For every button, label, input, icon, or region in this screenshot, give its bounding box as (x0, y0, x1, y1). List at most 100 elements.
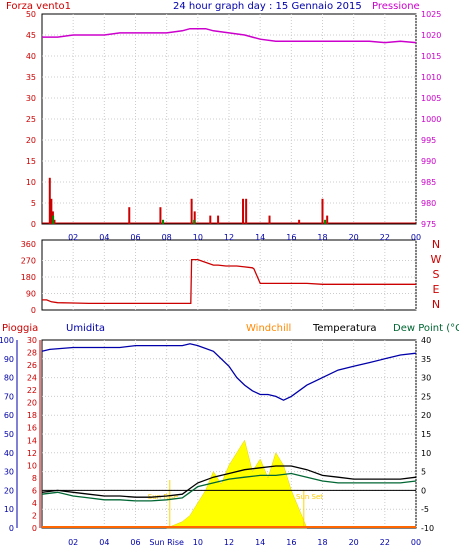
x-tick-label: 20 (349, 233, 359, 242)
pressure-tick-label: 980 (421, 199, 436, 208)
wind-tick-label: 45 (26, 31, 36, 40)
wind-tick-label: 35 (26, 73, 36, 82)
compass-label: N (432, 238, 440, 251)
humidity-tick-label: 30 (4, 468, 14, 477)
temperature-tick-label: 15 (421, 430, 431, 439)
rain-tick-label: 24 (27, 374, 37, 383)
rain-tick-label: 18 (27, 411, 37, 420)
sunrise-label: Sun Rise (148, 493, 178, 501)
x-tick-label: 18 (317, 233, 327, 242)
compass-label: S (433, 268, 440, 281)
wind-tick-label: 25 (26, 115, 36, 124)
wind-pressure-grid (42, 14, 417, 224)
x-tick-label: 16 (286, 538, 296, 547)
wind-direction-grid (42, 240, 417, 310)
temperature-line (41, 465, 417, 498)
temperature-legend: Temperatura (312, 323, 377, 334)
windchill-legend: Windchill (246, 323, 291, 334)
x-tick-label: 22 (380, 538, 390, 547)
rain-tick-label: 0 (32, 524, 37, 533)
compass-label: E (433, 283, 440, 296)
direction-tick-label: 270 (21, 257, 36, 266)
x-tick-label: 22 (380, 233, 390, 242)
rain-tick-label: 28 (27, 349, 37, 358)
x-tick-label: 02 (68, 233, 78, 242)
rain-tick-label: 6 (32, 486, 37, 495)
pressure-tick-label: 990 (421, 157, 436, 166)
dewpoint-legend: Dew Point (°C (393, 323, 459, 334)
pressure-tick-label: 1005 (421, 94, 441, 103)
temperature-tick-label: 30 (421, 374, 431, 383)
x-tick-label: 02 (68, 538, 78, 547)
rain-tick-label: 12 (27, 449, 37, 458)
x-tick-label: Sun Rise (149, 538, 184, 547)
rain-tick-label: 26 (27, 361, 37, 370)
wind-direction-plot (42, 258, 416, 305)
rain-tick-label: 20 (27, 399, 37, 408)
x-tick-label: 10 (193, 233, 203, 242)
x-tick-label: 18 (317, 538, 327, 547)
wind-tick-label: 0 (31, 220, 36, 229)
humidity-tick-label: 10 (4, 505, 14, 514)
pressure-tick-label: 1000 (421, 115, 441, 124)
temperature-tick-label: 20 (421, 411, 431, 420)
x-tick-label: 04 (99, 538, 109, 547)
temperature-tick-label: -10 (421, 524, 434, 533)
pressure-tick-label: 1015 (421, 52, 441, 61)
wind-tick-label: 50 (26, 10, 36, 19)
direction-tick-label: 90 (26, 290, 36, 299)
wind-tick-label: 30 (26, 94, 36, 103)
x-tick-label: 06 (130, 538, 140, 547)
temperature-tick-label: -5 (421, 505, 429, 514)
wind-tick-label: 40 (26, 52, 36, 61)
humidity-tick-label: 40 (4, 449, 14, 458)
rain-tick-label: 14 (27, 436, 37, 445)
chart-title: 24 hour graph day : 15 Gennaio 2015 (173, 1, 362, 12)
x-tick-label: 14 (255, 233, 265, 242)
humidity-line (41, 343, 417, 401)
pressure-tick-label: 975 (421, 220, 436, 229)
humidity-tick-label: 20 (4, 486, 14, 495)
temperature-tick-label: 5 (421, 468, 426, 477)
rain-tick-label: 4 (32, 499, 37, 508)
pressure-axis-label: Pressione (372, 1, 420, 12)
rain-tick-label: 16 (27, 424, 37, 433)
x-tick-label: 06 (130, 233, 140, 242)
humidity-axis-label: Umidita (66, 323, 105, 334)
rain-tick-label: 8 (32, 474, 37, 483)
rain-tick-label: 30 (27, 336, 37, 345)
direction-tick-label: 180 (21, 273, 36, 282)
compass-label: W (431, 253, 442, 266)
wind-tick-label: 5 (31, 199, 36, 208)
direction-tick-label: 360 (21, 240, 36, 249)
temperature-tick-label: 40 (421, 336, 431, 345)
temperature-tick-label: 25 (421, 392, 431, 401)
x-tick-label: 10 (193, 538, 203, 547)
wind-direction-line (42, 258, 416, 305)
humidity-tick-label: 90 (4, 355, 14, 364)
humidity-tick-label: 70 (4, 392, 14, 401)
x-tick-label: 12 (224, 538, 234, 547)
x-tick-label: 14 (255, 538, 265, 547)
compass-label: N (432, 298, 440, 311)
wind-axis-label: Forza vento1 (6, 1, 71, 12)
rain-axis-label: Pioggia (2, 323, 38, 334)
temperature-tick-label: 35 (421, 355, 431, 364)
pressure-tick-label: 1025 (421, 10, 441, 19)
x-tick-label: 00 (411, 233, 421, 242)
dewpoint-line (41, 472, 417, 502)
x-tick-label: 00 (411, 538, 421, 547)
wind-tick-label: 20 (26, 136, 36, 145)
pressure-tick-label: 995 (421, 136, 436, 145)
direction-tick-label: 0 (31, 306, 36, 315)
humidity-tick-label: 80 (4, 374, 14, 383)
temperature-tick-label: 0 (421, 486, 426, 495)
x-tick-label: 12 (224, 233, 234, 242)
x-tick-label: 08 (162, 233, 172, 242)
pressure-tick-label: 1010 (421, 73, 441, 82)
x-tick-label: 20 (349, 538, 359, 547)
humidity-tick-label: 0 (9, 524, 14, 533)
rain-tick-label: 10 (27, 461, 37, 470)
humidity-tick-label: 50 (4, 430, 14, 439)
